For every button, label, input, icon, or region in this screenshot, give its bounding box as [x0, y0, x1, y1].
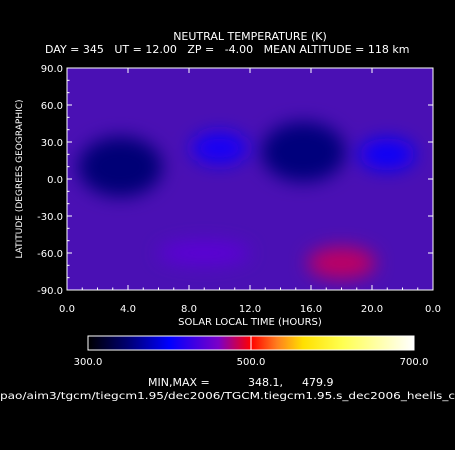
x-tick-label: 4.0: [120, 304, 136, 315]
y-tick-label: -60.0: [37, 249, 63, 260]
y-axis-label: LATITUDE (DEGREES GEOGRAPHIC): [15, 99, 25, 258]
heatmap-feature-warm: [307, 246, 376, 279]
y-tick-label: -30.0: [37, 212, 63, 223]
heatmap-feature-warm: [158, 241, 251, 265]
heatmap-feature-warm: [359, 138, 416, 171]
max-value: 479.9: [302, 376, 334, 389]
heatmap-feature-cold: [261, 121, 346, 182]
heatmap-feature-cold: [78, 136, 163, 197]
y-tick-label: -90.0: [37, 286, 63, 297]
y-tick-label: 0.0: [47, 175, 63, 186]
y-tick-label: 60.0: [41, 101, 63, 112]
x-tick-label: 8.0: [181, 304, 197, 315]
colorbar-tick-label: 300.0: [74, 357, 103, 368]
x-tick-label: 12.0: [239, 304, 261, 315]
x-axis-label: SOLAR LOCAL TIME (HOURS): [178, 317, 322, 328]
x-tick-label: 0.0: [425, 304, 441, 315]
chart-subtitle: DAY = 345 UT = 12.00 ZP = -4.00 MEAN ALT…: [45, 43, 409, 56]
min-value: 348.1,: [248, 376, 283, 389]
x-tick-label: 16.0: [300, 304, 322, 315]
source-path: pao/aim3/tgcm/tiegcm1.95/dec2006/TGCM.ti…: [0, 391, 455, 402]
chart-title: NEUTRAL TEMPERATURE (K): [173, 30, 327, 43]
x-tick-label: 20.0: [361, 304, 383, 315]
x-tick-label: 0.0: [59, 304, 75, 315]
colorbar-tick-label: 500.0: [237, 357, 266, 368]
min-max-label: MIN,MAX =: [148, 376, 210, 389]
heatmap-feature-warm: [191, 132, 248, 165]
colorbar-tick-label: 700.0: [400, 357, 429, 368]
y-tick-label: 30.0: [41, 138, 63, 149]
y-tick-label: 90.0: [41, 64, 63, 75]
